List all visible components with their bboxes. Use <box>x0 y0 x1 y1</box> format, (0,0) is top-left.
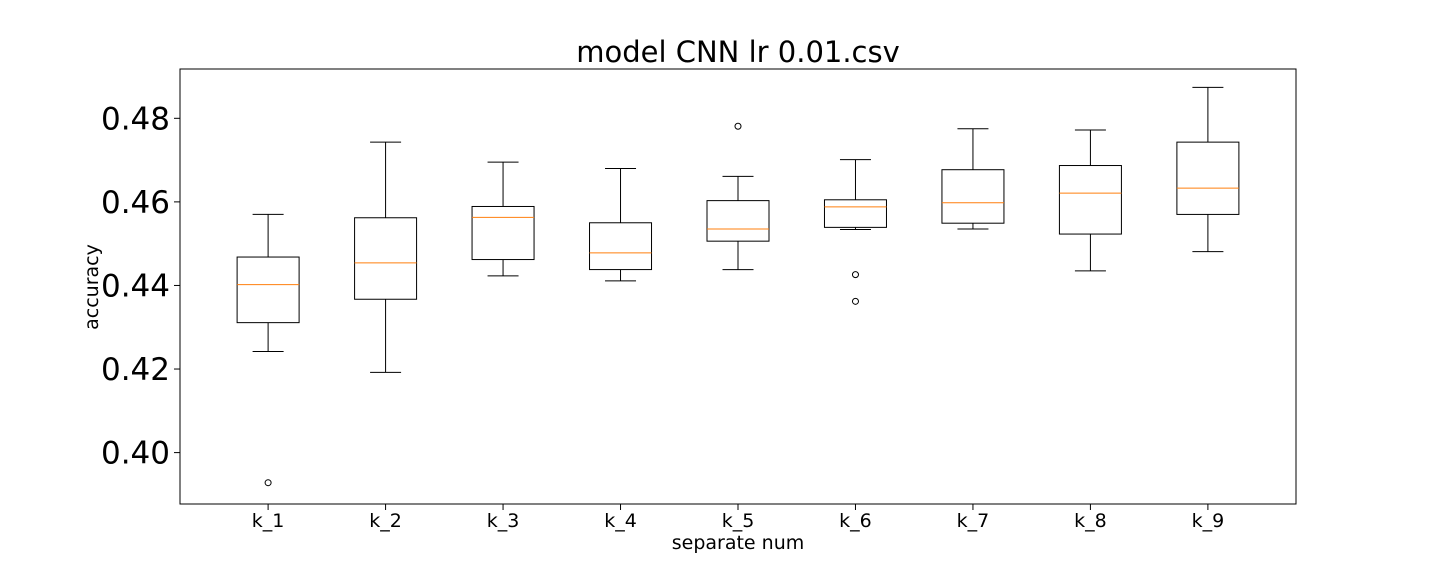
y-tick-label: 0.42 <box>101 352 170 388</box>
box-k_5 <box>706 122 770 271</box>
y-axis-label: accuracy <box>81 244 103 330</box>
plot-frame <box>179 68 1297 505</box>
box-k_2 <box>354 141 418 373</box>
y-tick-label: 0.44 <box>101 268 170 304</box>
box-k_6 <box>823 159 887 305</box>
chart-title: model CNN lr 0.01.csv <box>576 35 900 69</box>
iqr-box <box>706 200 770 242</box>
box-series <box>236 86 1240 487</box>
x-tick-label: k_5 <box>722 510 755 532</box>
x-tick-label: k_3 <box>487 510 520 532</box>
box-k_9 <box>1176 86 1240 253</box>
iqr-box <box>1058 165 1122 235</box>
iqr-box <box>941 169 1005 224</box>
outlier-point <box>851 297 859 305</box>
x-tick-label: k_4 <box>604 510 637 532</box>
x-axis: k_1 k_2 k_3 k_4 k_5 k_6 k_7 k_8 k_9 <box>252 504 1224 532</box>
box-k_7 <box>941 128 1005 230</box>
outlier-point <box>734 122 742 130</box>
iqr-box <box>1176 141 1240 215</box>
box-k_1 <box>236 213 300 487</box>
iqr-box <box>471 205 535 261</box>
x-axis-label: separate num <box>672 532 805 554</box>
y-tick-label: 0.40 <box>101 436 170 472</box>
iqr-box <box>823 199 887 228</box>
y-axis: 0.40 0.42 0.44 0.46 0.48 <box>101 101 180 472</box>
x-tick-label: k_2 <box>369 510 402 532</box>
outlier-point <box>851 271 859 279</box>
iqr-box <box>589 222 653 271</box>
iqr-box <box>354 217 418 300</box>
x-tick-label: k_6 <box>839 510 872 532</box>
x-tick-label: k_9 <box>1192 510 1225 532</box>
x-tick-label: k_8 <box>1074 510 1107 532</box>
outlier-point <box>264 479 272 487</box>
box-k_8 <box>1058 129 1122 272</box>
x-tick-label: k_1 <box>252 510 285 532</box>
y-tick-label: 0.48 <box>101 101 170 137</box>
x-tick-label: k_7 <box>957 510 990 532</box>
y-tick-label: 0.46 <box>101 185 170 221</box>
box-k_3 <box>471 161 535 277</box>
box-k_4 <box>589 167 653 282</box>
iqr-box <box>236 256 300 324</box>
